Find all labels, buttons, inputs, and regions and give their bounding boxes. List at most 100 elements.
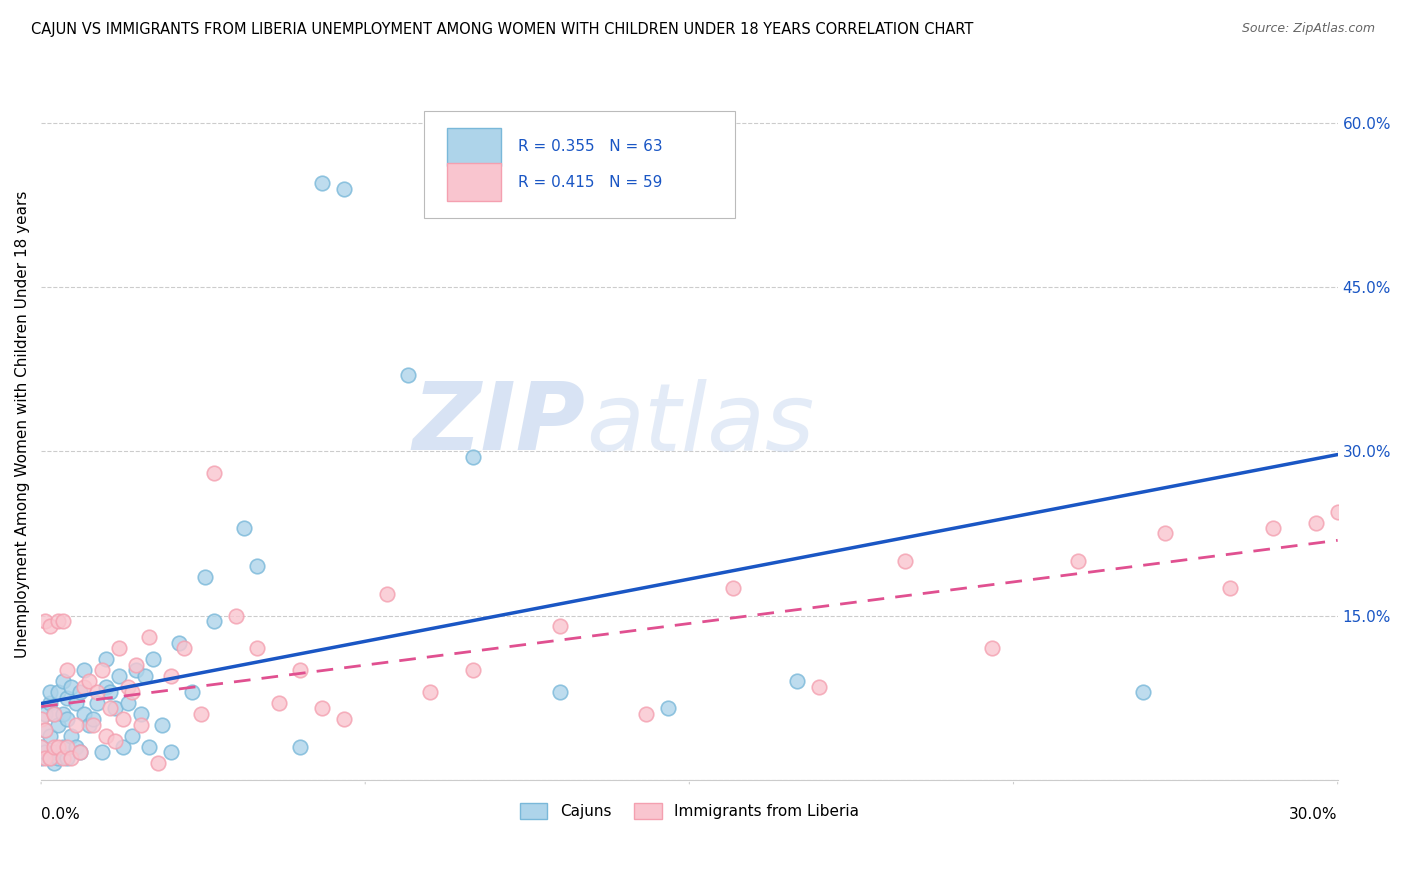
Point bbox=[112, 739, 135, 754]
Point bbox=[65, 718, 87, 732]
Point bbox=[52, 706, 75, 721]
Point bbox=[159, 668, 181, 682]
Point bbox=[173, 641, 195, 656]
Point bbox=[38, 750, 60, 764]
Point bbox=[138, 631, 160, 645]
Point bbox=[103, 701, 125, 715]
Point bbox=[721, 581, 744, 595]
Point bbox=[56, 690, 79, 705]
Point bbox=[94, 652, 117, 666]
Point bbox=[808, 680, 831, 694]
Point bbox=[202, 614, 225, 628]
Text: Source: ZipAtlas.com: Source: ZipAtlas.com bbox=[1241, 22, 1375, 36]
Point bbox=[65, 739, 87, 754]
Point bbox=[52, 750, 75, 764]
Point bbox=[30, 750, 52, 764]
Point bbox=[82, 718, 104, 732]
Y-axis label: Unemployment Among Women with Children Under 18 years: Unemployment Among Women with Children U… bbox=[15, 190, 30, 657]
Point bbox=[42, 756, 65, 771]
Point bbox=[463, 663, 485, 677]
Text: 30.0%: 30.0% bbox=[1289, 806, 1337, 822]
Point bbox=[73, 706, 96, 721]
Point bbox=[246, 559, 269, 574]
Point bbox=[48, 685, 70, 699]
Point bbox=[108, 641, 131, 656]
Point bbox=[419, 685, 441, 699]
Point bbox=[246, 641, 269, 656]
Point bbox=[38, 696, 60, 710]
Point bbox=[94, 680, 117, 694]
Point bbox=[42, 739, 65, 754]
Point bbox=[48, 750, 70, 764]
Point bbox=[150, 718, 173, 732]
Point bbox=[65, 696, 87, 710]
Point bbox=[1132, 685, 1154, 699]
Point bbox=[34, 745, 56, 759]
Point bbox=[56, 750, 79, 764]
Point bbox=[548, 685, 571, 699]
Point bbox=[146, 756, 169, 771]
Point bbox=[86, 696, 108, 710]
Point bbox=[34, 723, 56, 738]
Point bbox=[56, 663, 79, 677]
Point bbox=[121, 685, 143, 699]
Point bbox=[34, 723, 56, 738]
Point bbox=[190, 706, 212, 721]
Point bbox=[786, 674, 808, 689]
Point bbox=[30, 739, 52, 754]
Point bbox=[142, 652, 165, 666]
Point bbox=[56, 713, 79, 727]
Point bbox=[290, 663, 312, 677]
Point bbox=[138, 739, 160, 754]
Text: CAJUN VS IMMIGRANTS FROM LIBERIA UNEMPLOYMENT AMONG WOMEN WITH CHILDREN UNDER 18: CAJUN VS IMMIGRANTS FROM LIBERIA UNEMPLO… bbox=[31, 22, 973, 37]
Point bbox=[98, 685, 121, 699]
Point bbox=[60, 680, 83, 694]
Point bbox=[1067, 554, 1090, 568]
Point bbox=[267, 696, 290, 710]
Point bbox=[290, 739, 312, 754]
Point bbox=[159, 745, 181, 759]
Point bbox=[194, 570, 217, 584]
Text: R = 0.415   N = 59: R = 0.415 N = 59 bbox=[519, 175, 662, 190]
Point bbox=[42, 745, 65, 759]
Point bbox=[73, 680, 96, 694]
Point bbox=[77, 674, 100, 689]
Point bbox=[34, 706, 56, 721]
Point bbox=[90, 745, 112, 759]
Point bbox=[34, 750, 56, 764]
Point bbox=[48, 614, 70, 628]
Point bbox=[548, 619, 571, 633]
Point bbox=[311, 177, 333, 191]
Point bbox=[1219, 581, 1241, 595]
Text: ZIP: ZIP bbox=[413, 378, 586, 470]
Point bbox=[134, 668, 156, 682]
Point bbox=[1305, 516, 1327, 530]
Point bbox=[38, 729, 60, 743]
Text: atlas: atlas bbox=[586, 378, 814, 469]
Point bbox=[94, 729, 117, 743]
Point bbox=[332, 182, 354, 196]
Point bbox=[38, 619, 60, 633]
Point bbox=[42, 706, 65, 721]
Point bbox=[1153, 526, 1175, 541]
Text: 0.0%: 0.0% bbox=[41, 806, 80, 822]
Point bbox=[90, 663, 112, 677]
Point bbox=[108, 668, 131, 682]
Point bbox=[657, 701, 679, 715]
Point bbox=[332, 713, 354, 727]
Point bbox=[202, 467, 225, 481]
Point bbox=[1326, 505, 1348, 519]
Point bbox=[82, 713, 104, 727]
Point bbox=[60, 750, 83, 764]
Point bbox=[48, 718, 70, 732]
Point bbox=[181, 685, 204, 699]
Point bbox=[52, 614, 75, 628]
Point bbox=[233, 521, 256, 535]
Point bbox=[463, 450, 485, 464]
Point bbox=[1261, 521, 1284, 535]
Point bbox=[125, 657, 148, 672]
Point bbox=[311, 701, 333, 715]
Point bbox=[129, 718, 152, 732]
Point bbox=[98, 701, 121, 715]
Point bbox=[56, 739, 79, 754]
